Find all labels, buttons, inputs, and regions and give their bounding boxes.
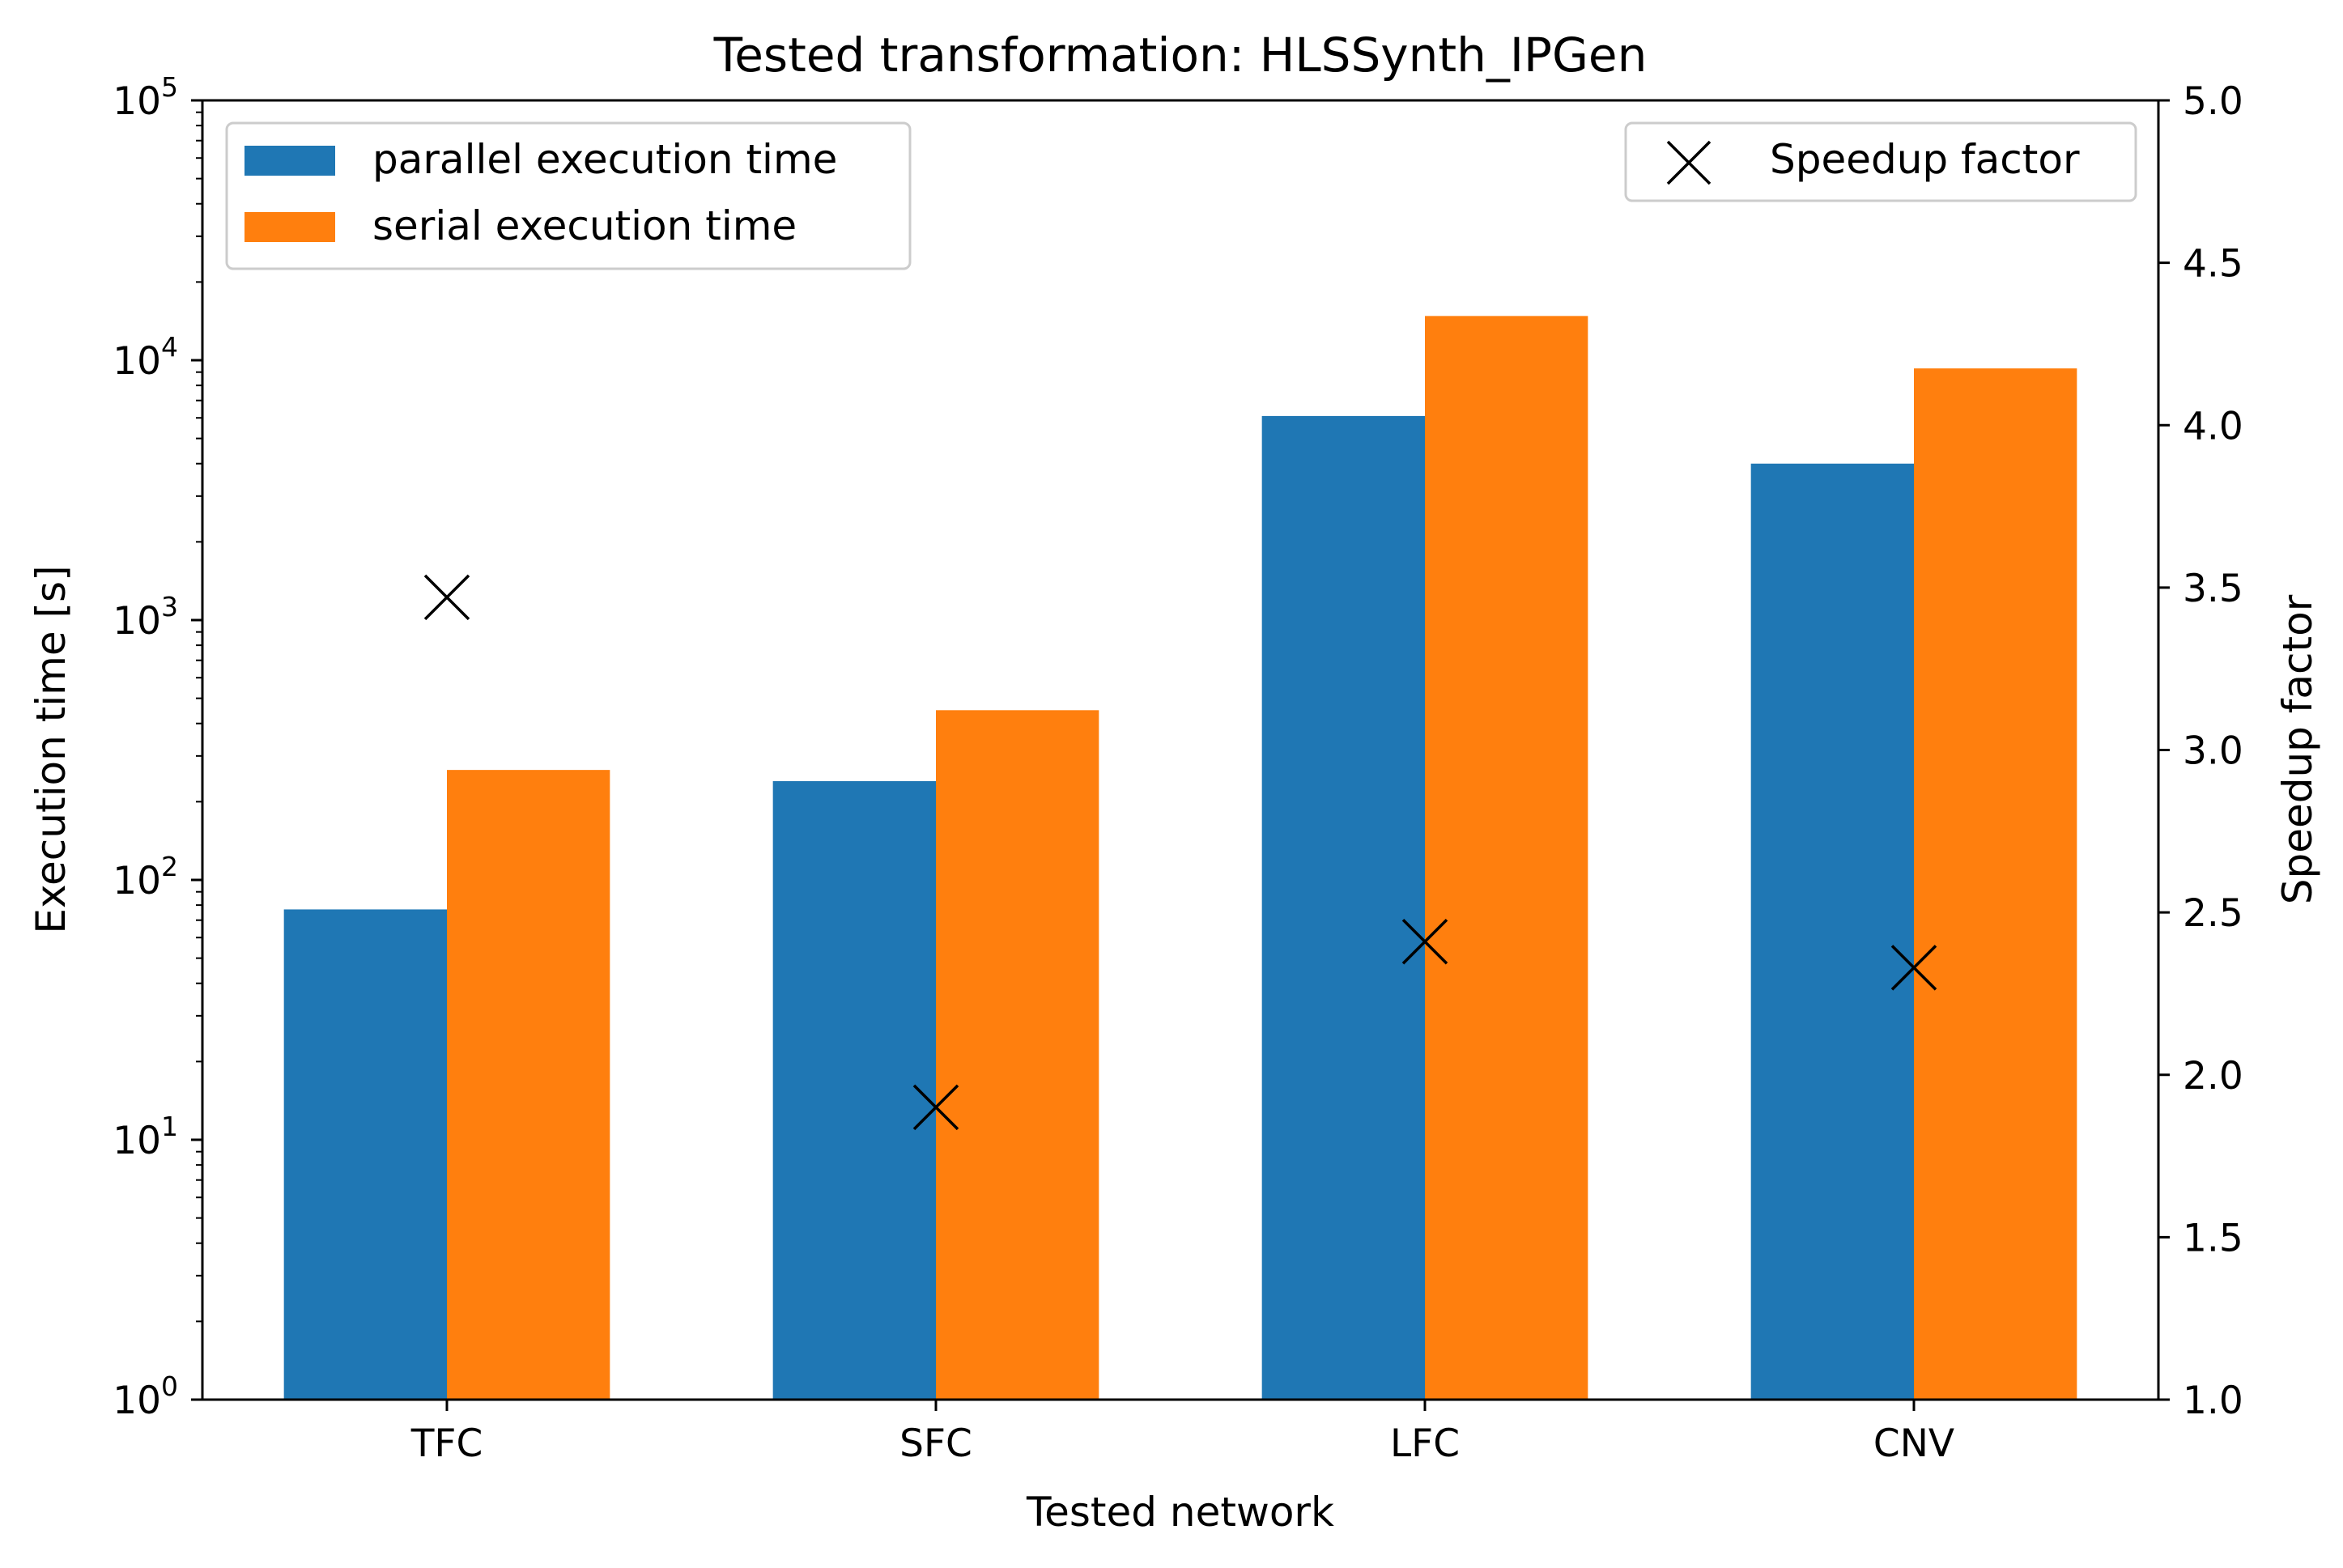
- y2-tick-label: 3.5: [2183, 567, 2243, 611]
- bar-parallel-lfc: [1261, 415, 1425, 1400]
- legend-label-parallel: parallel execution time: [372, 136, 837, 183]
- y2-tick-label: 4.5: [2183, 242, 2243, 287]
- y-tick-label: 103: [113, 591, 178, 644]
- chart-title: Tested transformation: HLSSynth_IPGen: [713, 28, 1648, 83]
- bar-legend-frame: [225, 121, 912, 270]
- y-tick-label: 104: [113, 331, 178, 384]
- speedup-marker-lfc: [1401, 919, 1448, 965]
- y2-tick-label: 2.0: [2183, 1054, 2243, 1098]
- bar-serial-tfc: [447, 770, 610, 1400]
- y2-tick-label: 1.0: [2183, 1379, 2243, 1423]
- y2-tick-label: 3.0: [2183, 729, 2243, 774]
- y2-axis-title: Speedup factor: [2274, 594, 2321, 904]
- speedup-marker-tfc: [423, 574, 470, 621]
- y-tick-label: 105: [113, 71, 178, 124]
- x-tick-label-cnv: CNV: [1873, 1421, 1954, 1466]
- bars-group: [283, 316, 2077, 1400]
- y-tick-label: 101: [113, 1111, 178, 1163]
- x-axis-title: Tested network: [1026, 1489, 1334, 1536]
- speedup-marker-cnv: [1890, 945, 1937, 991]
- legend-marker-speedup: [1666, 140, 1712, 185]
- speedup-legend-frame: [1624, 121, 2137, 202]
- x-tick-label-tfc: TFC: [410, 1421, 483, 1466]
- y2-tick-label: 1.5: [2183, 1216, 2243, 1260]
- bar-serial-cnv: [1914, 368, 2077, 1400]
- legend-label-serial: serial execution time: [372, 202, 797, 249]
- x-tick-label-sfc: SFC: [899, 1421, 972, 1466]
- bar-parallel-cnv: [1750, 463, 1914, 1400]
- speedup-marker-sfc: [912, 1084, 959, 1131]
- speedup-markers-group: [423, 574, 1937, 1131]
- right-y-axis: 1.0 1.5 2.0 2.5 3.0 3.5 4.0 4.5 5.0: [2158, 79, 2243, 1423]
- bar-serial-lfc: [1425, 316, 1588, 1400]
- y-tick-label: 100: [113, 1370, 178, 1423]
- bar-serial-sfc: [936, 710, 1099, 1400]
- bar-parallel-sfc: [772, 780, 936, 1400]
- y2-tick-label: 2.5: [2183, 891, 2243, 936]
- y-tick-label: 102: [113, 851, 178, 903]
- legend-swatch-parallel: [245, 146, 335, 176]
- bar-legend: parallel execution time serial execution…: [225, 121, 912, 270]
- legend-swatch-serial: [245, 212, 335, 242]
- x-tick-label-lfc: LFC: [1390, 1421, 1460, 1466]
- y2-tick-label: 4.0: [2183, 404, 2243, 448]
- y2-tick-label: 5.0: [2183, 79, 2243, 124]
- speedup-legend: Speedup factor: [1624, 121, 2137, 202]
- y-axis-title: Execution time [s]: [28, 565, 74, 933]
- bar-parallel-tfc: [283, 909, 447, 1400]
- legend-label-speedup: Speedup factor: [1770, 136, 2080, 183]
- x-axis: TFC SFC LFC CNV: [410, 1400, 1954, 1466]
- left-y-axis: 100 101 102 103 104 105: [113, 71, 202, 1423]
